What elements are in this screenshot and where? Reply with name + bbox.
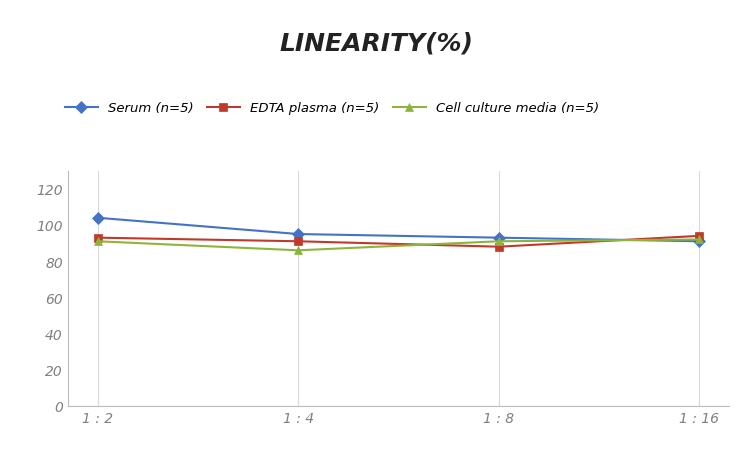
- Serum (n=5): [494, 235, 503, 241]
- Line: Serum (n=5): Serum (n=5): [93, 214, 704, 246]
- EDTA plasma (n=5): [494, 244, 503, 250]
- EDTA plasma (n=5): [93, 235, 102, 241]
- Cell culture media (n=5): [494, 239, 503, 244]
- Cell culture media (n=5): [93, 239, 102, 244]
- Line: Cell culture media (n=5): Cell culture media (n=5): [93, 236, 704, 255]
- Serum (n=5): [93, 216, 102, 221]
- Cell culture media (n=5): [294, 248, 303, 253]
- Line: EDTA plasma (n=5): EDTA plasma (n=5): [93, 232, 704, 251]
- Serum (n=5): [695, 239, 704, 244]
- Cell culture media (n=5): [695, 237, 704, 243]
- Text: LINEARITY(%): LINEARITY(%): [279, 32, 473, 55]
- EDTA plasma (n=5): [294, 239, 303, 244]
- EDTA plasma (n=5): [695, 234, 704, 239]
- Serum (n=5): [294, 232, 303, 237]
- Legend: Serum (n=5), EDTA plasma (n=5), Cell culture media (n=5): Serum (n=5), EDTA plasma (n=5), Cell cul…: [59, 97, 605, 120]
